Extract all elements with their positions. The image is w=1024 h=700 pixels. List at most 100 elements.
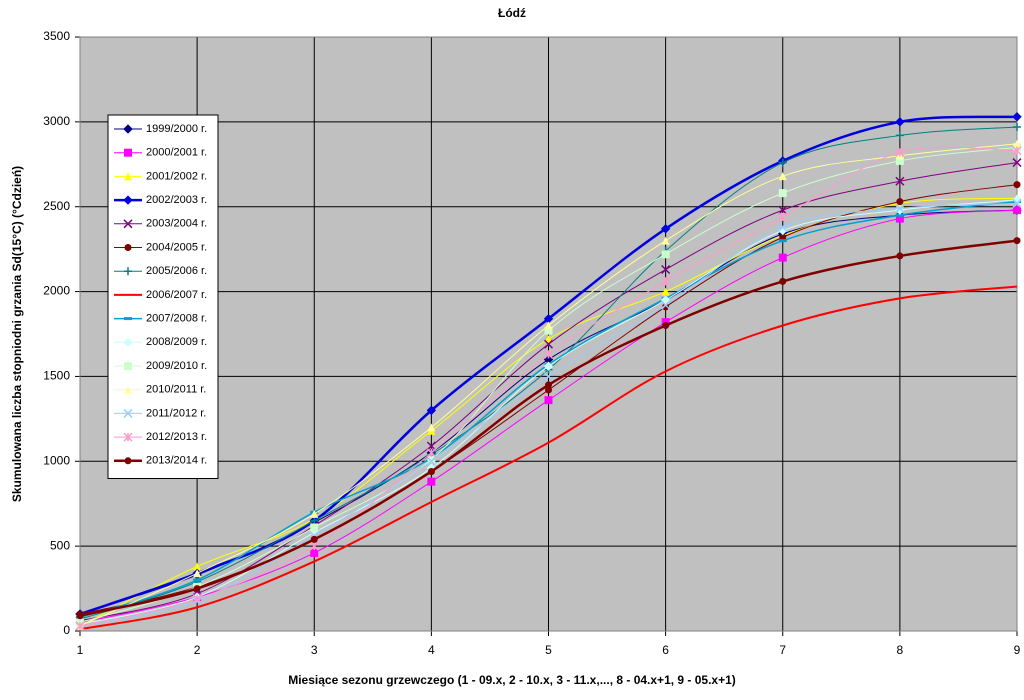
y-tick-label: 1500 xyxy=(43,369,70,383)
marker xyxy=(661,276,671,286)
marker xyxy=(426,456,436,466)
x-tick-label: 1 xyxy=(77,643,84,657)
marker xyxy=(427,455,436,464)
x-tick-label: 6 xyxy=(662,643,669,657)
x-tick-label: 5 xyxy=(545,643,552,657)
marker xyxy=(1012,112,1022,122)
marker xyxy=(661,300,671,310)
y-tick-label: 2500 xyxy=(43,199,70,213)
marker xyxy=(310,548,319,557)
marker xyxy=(124,267,132,276)
marker xyxy=(124,172,132,181)
legend-label: 2001/2002 r. xyxy=(146,170,207,182)
marker xyxy=(661,264,671,275)
legend-label: 2011/2012 r. xyxy=(146,407,206,419)
line xyxy=(79,143,1018,627)
marker xyxy=(124,385,132,394)
legend-label: 2007/2008 r. xyxy=(146,313,207,325)
legend-label: 2005/2006 r. xyxy=(146,265,207,277)
legend-label: 2003/2004 r. xyxy=(146,218,207,230)
marker xyxy=(661,236,670,245)
marker xyxy=(660,295,671,305)
marker xyxy=(779,233,787,241)
marker xyxy=(124,362,132,370)
legend xyxy=(107,114,219,479)
marker xyxy=(545,386,552,394)
marker xyxy=(543,361,554,371)
marker xyxy=(1013,139,1021,148)
legend-label: 2008/2009 r. xyxy=(146,336,207,348)
y-tick-label: 1000 xyxy=(43,453,70,467)
marker xyxy=(778,205,788,215)
marker xyxy=(660,224,671,234)
x-tick-label: 8 xyxy=(897,643,904,657)
marker xyxy=(545,381,552,389)
line xyxy=(79,285,1018,631)
legend-label: 2002/2003 r. xyxy=(146,194,207,206)
marker xyxy=(778,253,787,262)
marker xyxy=(426,441,436,451)
marker xyxy=(1013,237,1021,245)
x-tick-label: 4 xyxy=(428,643,435,657)
marker xyxy=(896,198,904,206)
marker xyxy=(1012,158,1022,168)
marker xyxy=(310,509,319,518)
marker xyxy=(75,621,85,631)
marker xyxy=(124,244,132,251)
marker xyxy=(1012,146,1022,156)
marker xyxy=(544,396,553,405)
marker xyxy=(124,457,132,465)
marker xyxy=(895,176,905,186)
y-tick-label: 500 xyxy=(50,538,70,552)
marker xyxy=(895,203,905,213)
marker xyxy=(123,195,133,205)
marker xyxy=(124,148,132,157)
marker xyxy=(193,562,202,571)
marker xyxy=(123,337,133,348)
marker xyxy=(778,212,788,222)
marker xyxy=(427,477,436,486)
line xyxy=(79,200,1018,619)
marker xyxy=(1013,206,1021,215)
y-axis-title: Skumulowana liczba stopniodni grzania Sd… xyxy=(10,166,24,502)
marker xyxy=(661,287,670,296)
y-tick-label: 3000 xyxy=(43,114,70,128)
marker xyxy=(193,569,202,578)
marker xyxy=(1013,122,1021,131)
marker xyxy=(310,516,319,525)
marker xyxy=(426,405,437,416)
x-tick-label: 3 xyxy=(311,643,318,657)
marker xyxy=(193,585,201,593)
marker xyxy=(123,124,133,134)
x-tick-label: 9 xyxy=(1014,643,1021,657)
marker xyxy=(310,523,319,532)
legend-label: 2010/2011 r. xyxy=(146,384,206,396)
marker xyxy=(310,535,318,543)
marker xyxy=(544,321,553,330)
y-tick-label: 0 xyxy=(63,623,70,637)
marker xyxy=(778,222,788,232)
legend-label: 2009/2010 r. xyxy=(146,360,207,372)
legend-label: 2004/2005 r. xyxy=(146,241,207,253)
marker xyxy=(895,214,904,223)
x-tick-label: 2 xyxy=(194,643,201,657)
legend-label: 2013/2014 r. xyxy=(146,455,207,467)
legend-label: 2006/2007 r. xyxy=(146,289,207,301)
chart-title: Łódź xyxy=(498,6,526,20)
marker xyxy=(123,408,133,418)
marker xyxy=(192,594,202,604)
marker xyxy=(1013,181,1021,189)
marker xyxy=(779,277,787,285)
marker xyxy=(76,612,84,620)
marker xyxy=(309,541,319,551)
marker xyxy=(123,432,133,442)
x-axis-title: Miesiące sezonu grzewczego (1 - 09.x, 2 … xyxy=(288,673,736,687)
marker xyxy=(1012,198,1022,208)
marker xyxy=(661,250,670,259)
marker xyxy=(778,189,787,198)
marker xyxy=(123,219,133,229)
legend-label: 1999/2000 r. xyxy=(146,123,207,135)
marker xyxy=(895,131,904,140)
marker xyxy=(544,326,553,335)
